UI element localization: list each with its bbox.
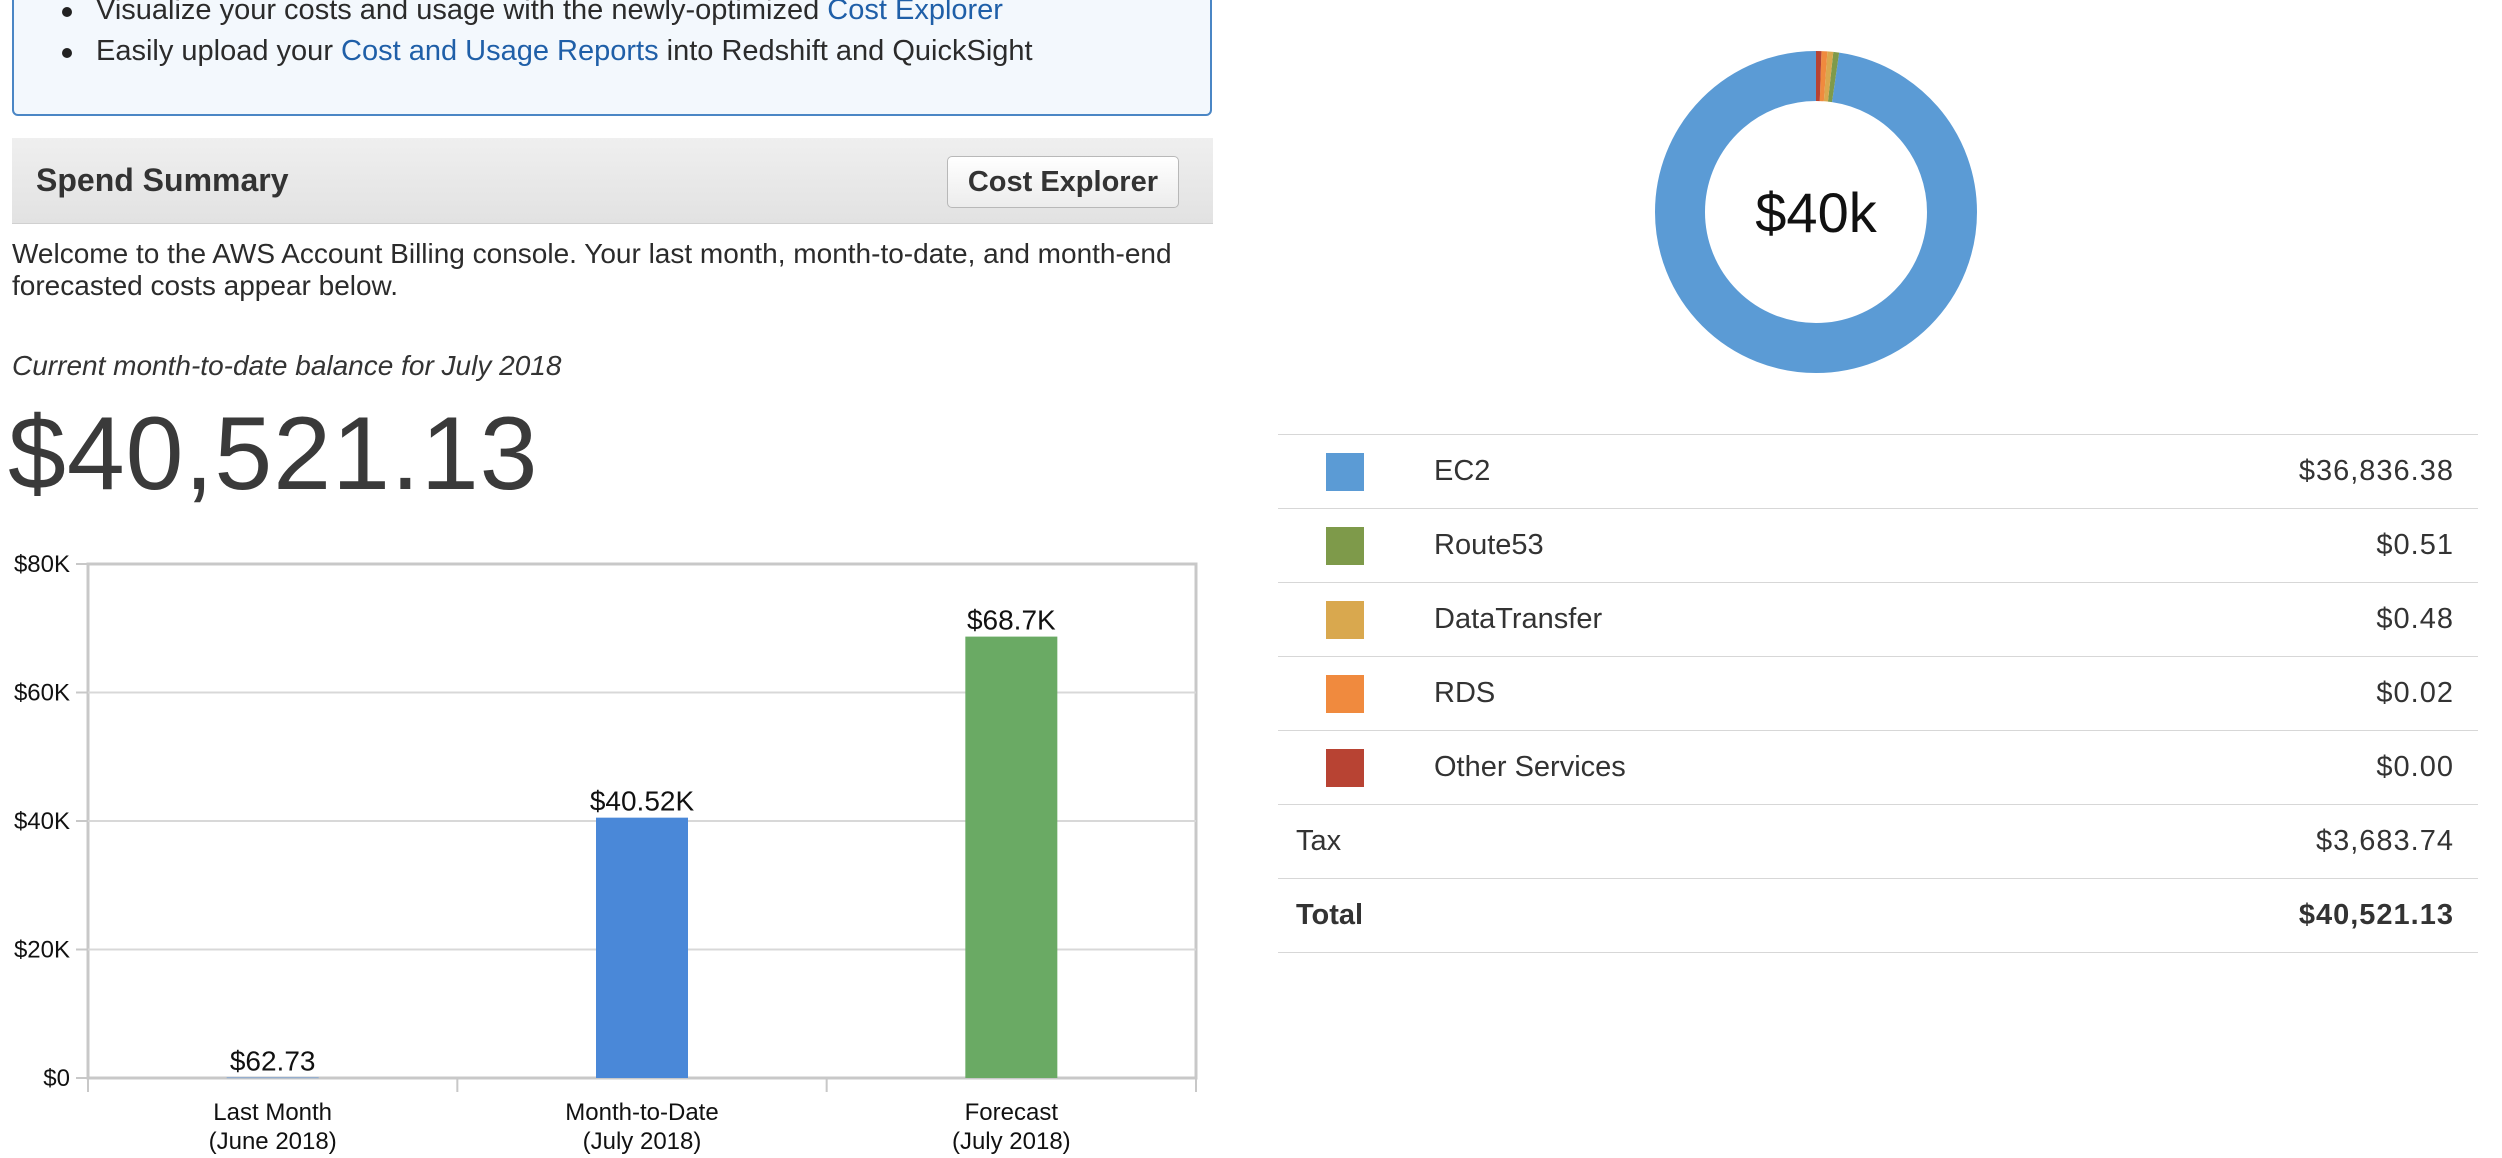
service-name: DataTransfer [1434, 603, 1603, 635]
cost-explorer-button[interactable]: Cost Explorer [946, 156, 1179, 208]
info-box: Visualize your costs and usage with the … [12, 0, 1212, 116]
tax-amount: $3,683.74 [2315, 825, 2454, 857]
info-line2-text: Easily upload your [96, 35, 342, 67]
x-category-label: Month-to-Date (July 2018) [565, 1099, 718, 1155]
bar-data-label: $68.7K [967, 605, 1056, 636]
bar [965, 636, 1058, 1078]
donut-slices [1655, 51, 1977, 373]
legend-swatch [1326, 453, 1364, 491]
info-item-cur: Easily upload your Cost and Usage Report… [62, 35, 1033, 68]
spend-summary-title: Spend Summary [36, 162, 289, 198]
x-category-label: Forecast (July 2018) [952, 1099, 1071, 1155]
total-amount: $40,521.13 [2298, 899, 2454, 931]
welcome-text: Welcome to the AWS Account Billing conso… [12, 238, 1172, 301]
service-row-rds: RDS $0.02 [1278, 656, 2478, 730]
bar-data-label: $62.73 [230, 1046, 316, 1077]
service-amount: $0.00 [2376, 751, 2454, 783]
x-category-label-line: (June 2018) [209, 1128, 337, 1155]
balance-amount: $40,521.13 [8, 396, 539, 512]
total-label: Total [1296, 899, 1364, 931]
service-name: RDS [1434, 677, 1496, 709]
legend-swatch [1326, 675, 1364, 713]
service-donut-chart: $40k [1655, 51, 1977, 373]
service-amount: $0.51 [2376, 529, 2454, 561]
x-category-label: Last Month (June 2018) [209, 1099, 337, 1155]
y-tick-label: $20K [14, 937, 70, 964]
cost-usage-reports-link[interactable]: Cost and Usage Reports [341, 35, 659, 67]
bar [596, 817, 688, 1078]
y-tick-label: $60K [14, 680, 70, 707]
legend-swatch [1326, 527, 1364, 565]
service-name: EC2 [1434, 455, 1491, 487]
bar-data-label: $40.52K [590, 786, 695, 817]
bullet-icon [62, 48, 72, 58]
balance-caption: Current month-to-date balance for July 2… [12, 350, 562, 381]
donut-center-label: $40k [1755, 181, 1877, 244]
service-breakdown-table: EC2 $36,836.38 Route53 $0.51 DataTransfe… [1278, 434, 2478, 953]
y-tick-label: $80K [14, 551, 70, 578]
service-row-ec2: EC2 $36,836.38 [1278, 434, 2478, 508]
x-category-label-line: Month-to-Date [565, 1099, 718, 1126]
cost-explorer-link[interactable]: Cost Explorer [827, 0, 1003, 26]
service-row-route53: Route53 $0.51 [1278, 508, 2478, 582]
x-category-label-line: (July 2018) [952, 1128, 1071, 1155]
service-name: Other Services [1434, 751, 1626, 783]
service-amount: $0.02 [2376, 677, 2454, 709]
service-row-datatransfer: DataTransfer $0.48 [1278, 582, 2478, 656]
y-tick-label: $0 [43, 1065, 70, 1092]
donut-slice [1655, 51, 1977, 373]
spend-bar-chart: $0 $20K $40K $60K $80K $62.73 Last Month (June … [14, 551, 1198, 1155]
bullet-icon [62, 7, 72, 17]
tax-row: Tax $3,683.74 [1278, 804, 2478, 878]
info-line1-text: Visualize your costs and usage with the … [96, 0, 828, 26]
info-line2-suffix: into Redshift and QuickSight [658, 35, 1033, 67]
x-category-label-line: (July 2018) [583, 1128, 702, 1155]
legend-swatch [1326, 749, 1364, 787]
tax-label: Tax [1296, 825, 1342, 857]
total-row: Total $40,521.13 [1278, 878, 2478, 953]
x-category-label-line: Forecast [965, 1099, 1059, 1126]
service-amount: $0.48 [2376, 603, 2454, 635]
service-name: Route53 [1434, 529, 1544, 561]
legend-swatch [1326, 601, 1364, 639]
bar [226, 1077, 319, 1079]
spend-summary-header: Spend Summary Cost Explorer [12, 138, 1213, 224]
service-row-other: Other Services $0.00 [1278, 730, 2478, 804]
x-category-label-line: Last Month [213, 1099, 332, 1126]
info-item-cost-explorer: Visualize your costs and usage with the … [62, 0, 1003, 27]
service-amount: $36,836.38 [2298, 455, 2454, 487]
y-tick-label: $40K [14, 808, 70, 835]
